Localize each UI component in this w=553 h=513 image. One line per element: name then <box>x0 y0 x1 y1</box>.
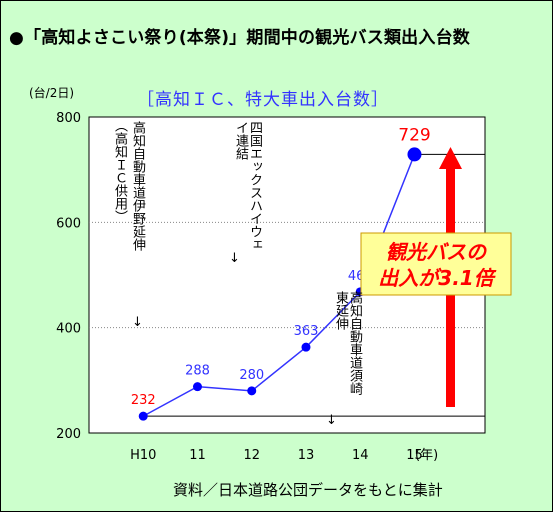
x-tick-label: 14 <box>352 448 369 463</box>
opening-1-arrow: ↓ <box>132 315 143 330</box>
x-tick-label: 15 <box>406 448 423 463</box>
x-tick-label: H10 <box>130 448 156 463</box>
x-tick-label: 13 <box>298 448 315 463</box>
data-label: 729 <box>398 125 430 145</box>
callout-line-1: 観光バスの <box>386 240 488 264</box>
data-label: 288 <box>185 364 210 379</box>
data-point <box>407 147 422 162</box>
opening-2-text: 四国エックスハイウェイ連結 <box>233 121 262 251</box>
opening-3-arrow: ↓ <box>326 413 337 428</box>
data-point <box>138 411 148 421</box>
opening-1-paren: （高知ＩＣ供用） <box>112 119 127 223</box>
data-label: 232 <box>131 393 156 408</box>
source-note: 資料／日本道路公団データをもとに集計 <box>173 481 443 499</box>
y-tick-label: 800 <box>56 111 81 126</box>
data-point <box>247 386 257 396</box>
y-unit-label: (台/2日) <box>29 85 74 100</box>
y-tick-label: 200 <box>56 427 81 442</box>
page-title: ●「高知よさこい祭り(本祭)」期間中の観光バス類出入台数 <box>9 28 470 48</box>
y-tick-label: 400 <box>56 322 81 337</box>
data-label: 363 <box>294 324 319 339</box>
callout-box <box>360 232 512 296</box>
x-tick-label: 11 <box>189 448 206 463</box>
data-point <box>301 342 311 352</box>
opening-1-text: 高知自動車道伊野延伸 <box>130 121 145 251</box>
opening-2-arrow: ↓ <box>229 251 240 266</box>
y-tick-label: 600 <box>56 216 81 231</box>
opening-3-text: 高知自動車道須崎東延伸 <box>333 291 362 395</box>
callout-line-2: 出入が3.1倍 <box>378 266 496 290</box>
x-axis-unit: (年) <box>415 448 438 463</box>
data-point <box>192 382 202 392</box>
x-tick-label: 12 <box>243 448 260 463</box>
chart-title: ［高知ＩＣ、特大車出入台数］ <box>137 90 389 110</box>
data-label: 280 <box>239 368 264 383</box>
